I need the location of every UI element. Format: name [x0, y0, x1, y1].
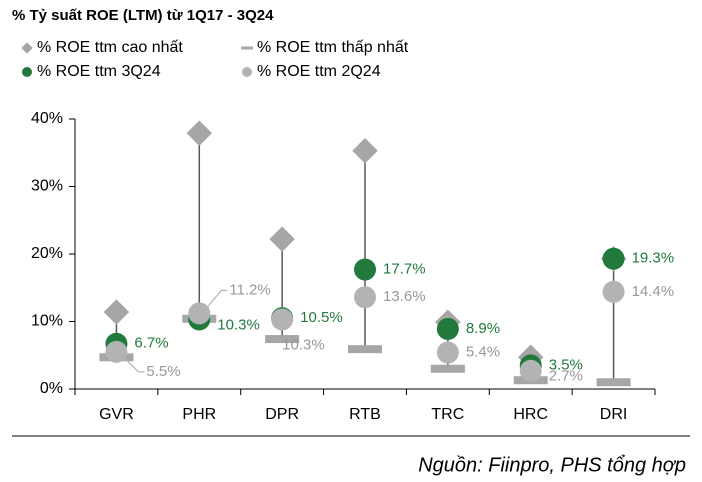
low-marker: [348, 345, 382, 354]
y-tick-label: 40%: [31, 110, 63, 127]
legend-marker: [22, 67, 32, 77]
data-label: 3.5%: [549, 356, 583, 373]
legend-label: % ROE ttm 2Q24: [257, 63, 381, 80]
dot: [354, 286, 376, 309]
data-label: 10.3%: [217, 316, 260, 333]
leader-line: [124, 357, 145, 373]
x-tick-label: TRC: [431, 406, 464, 423]
dot: [354, 258, 376, 281]
dot: [436, 341, 459, 364]
dot: [436, 317, 459, 340]
legend-marker: [21, 42, 33, 54]
dot: [602, 247, 625, 270]
data-label: 17.7%: [383, 260, 426, 277]
y-tick-label: 10%: [31, 313, 63, 330]
leader-line: [206, 289, 228, 308]
legend-label: % ROE ttm thấp nhất: [257, 39, 409, 56]
legend-marker: [242, 67, 252, 77]
x-tick-label: RTB: [349, 406, 381, 423]
y-tick-label: 0%: [40, 380, 63, 397]
chart-title: % Tỷ suất ROE (LTM) từ 1Q17 - 3Q24: [12, 7, 274, 24]
data-label: 2.7%: [549, 368, 583, 385]
data-label: 13.6%: [383, 288, 426, 305]
legend-label: % ROE ttm 3Q24: [37, 63, 161, 80]
dot: [602, 280, 625, 303]
data-label: 6.7%: [134, 335, 168, 352]
data-label: 19.3%: [632, 250, 675, 267]
source-note: Nguồn: Fiinpro, PHS tổng hợp: [418, 454, 686, 476]
data-label: 11.2%: [229, 281, 270, 298]
legend-marker: [241, 46, 253, 50]
legend-label: % ROE ttm cao nhất: [37, 39, 183, 56]
data-label: 5.4%: [466, 344, 500, 361]
dot: [188, 302, 211, 325]
high-marker: [269, 226, 295, 252]
low-marker: [596, 378, 631, 387]
dot: [105, 340, 128, 363]
y-tick-label: 30%: [31, 178, 63, 195]
dot: [519, 359, 542, 382]
high-marker: [352, 137, 378, 164]
data-label: 5.5%: [146, 363, 180, 380]
data-label: 10.5%: [300, 309, 343, 326]
x-tick-label: DPR: [265, 406, 299, 423]
data-label: 14.4%: [632, 283, 675, 300]
low-marker: [430, 364, 465, 373]
data-label: 8.9%: [466, 320, 500, 337]
x-tick-label: HRC: [513, 406, 548, 423]
low-marker: [265, 335, 300, 344]
dot: [271, 308, 294, 331]
x-tick-label: PHR: [182, 406, 216, 423]
data-label: 10.3%: [282, 336, 325, 353]
y-tick-label: 20%: [31, 245, 63, 262]
high-marker: [186, 120, 213, 146]
high-marker: [103, 299, 130, 325]
x-tick-label: GVR: [99, 406, 134, 423]
x-tick-label: DRI: [600, 406, 628, 423]
